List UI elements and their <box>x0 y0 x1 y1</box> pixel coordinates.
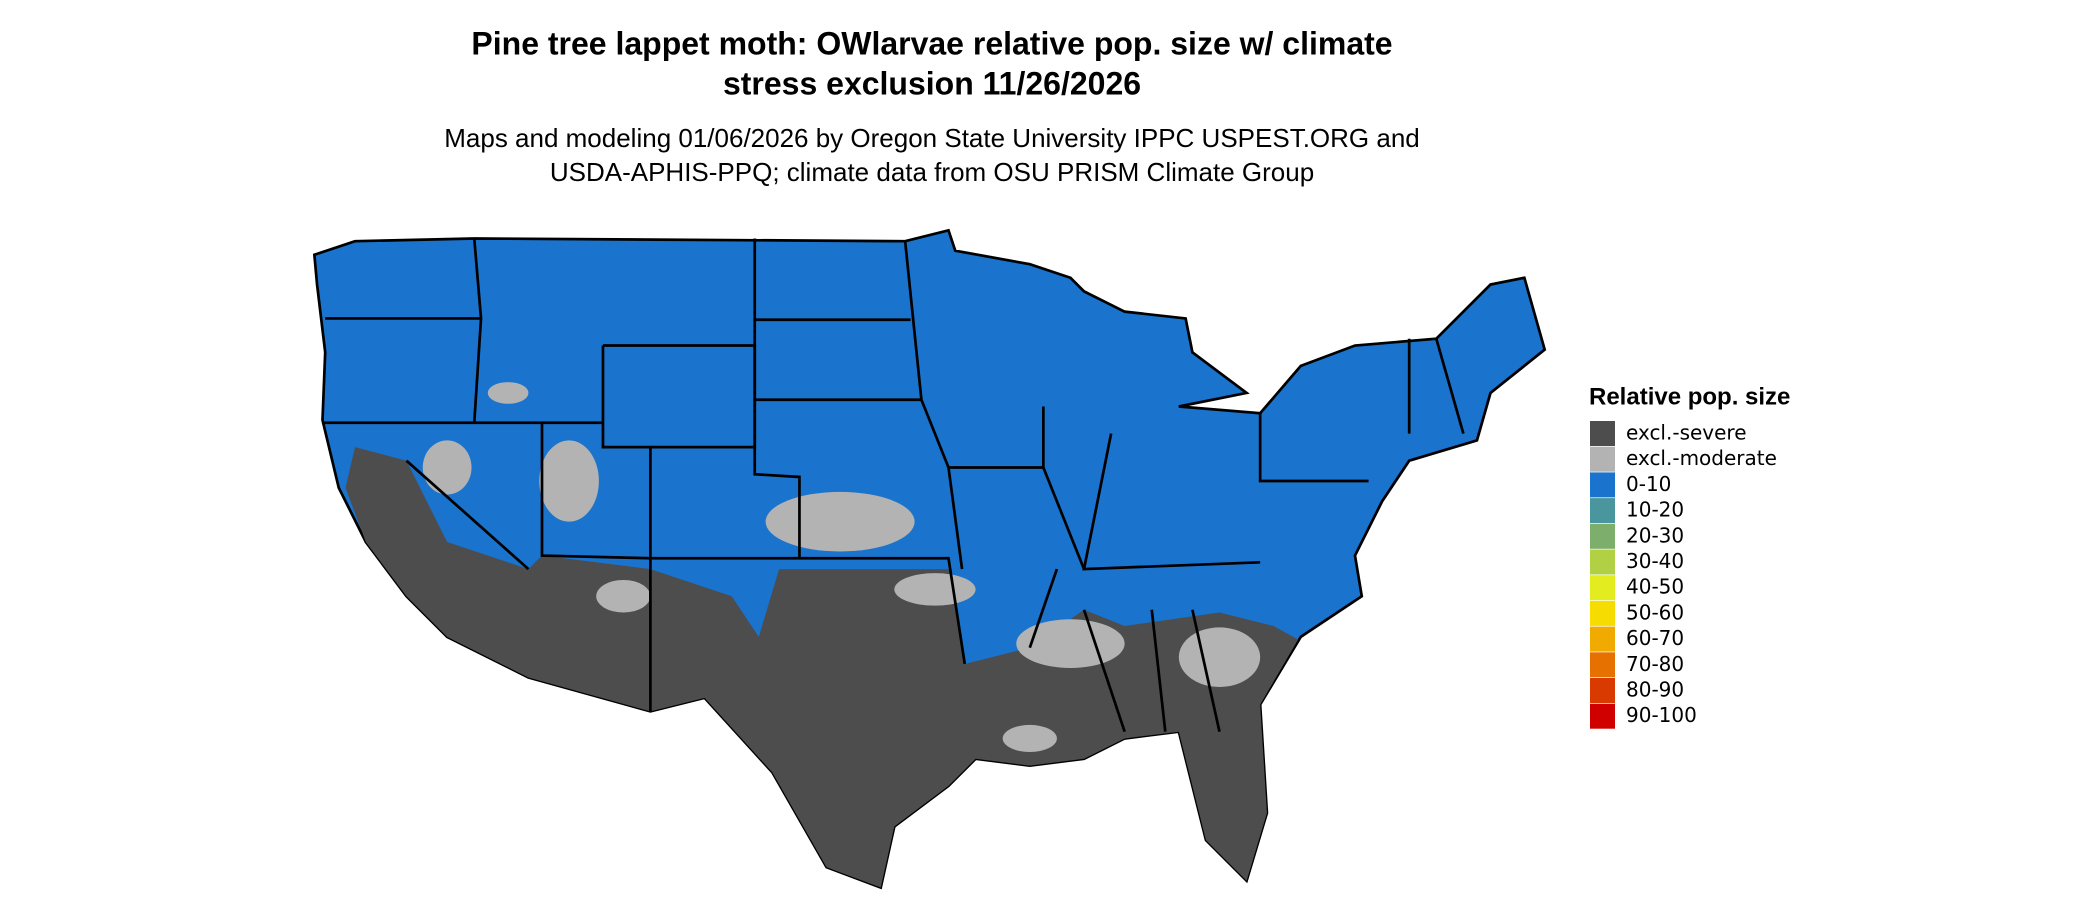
legend-label: 0-10 <box>1626 472 1671 496</box>
map-region-severe <box>345 447 1299 888</box>
legend-label: 90-100 <box>1626 703 1697 727</box>
legend-swatch <box>1590 472 1615 498</box>
legend-swatch <box>1590 626 1615 652</box>
legend-swatch <box>1590 523 1615 549</box>
legend-label: 60-70 <box>1626 626 1684 650</box>
legend-label: 10-20 <box>1626 498 1684 522</box>
legend-title: Relative pop. size <box>1589 383 1790 410</box>
legend-swatch <box>1590 703 1615 729</box>
legend-label: 80-90 <box>1626 678 1684 702</box>
legend-label: excl.-moderate <box>1626 446 1777 470</box>
legend-swatch <box>1590 600 1615 626</box>
legend-label: 40-50 <box>1626 575 1684 599</box>
map-region-moderate <box>422 382 1261 753</box>
state-borders <box>322 238 1465 733</box>
legend-swatch <box>1590 421 1615 446</box>
legend-swatch <box>1590 498 1615 524</box>
legend-label: 50-60 <box>1626 600 1684 624</box>
title: Pine tree lappet moth: OWlarvae relative… <box>471 25 1392 61</box>
legend-swatch <box>1590 652 1615 678</box>
title: stress exclusion 11/26/2026 <box>723 65 1141 101</box>
legend-label: 70-80 <box>1626 652 1684 676</box>
legend: excl.-severeexcl.-moderate0-1010-2020-30… <box>1590 421 1777 729</box>
subtitle: Maps and modeling 01/06/2026 by Oregon S… <box>444 123 1420 153</box>
subtitle: USDA-APHIS-PPQ; climate data from OSU PR… <box>550 157 1314 187</box>
legend-swatch <box>1590 678 1615 703</box>
legend-label: 30-40 <box>1626 549 1684 573</box>
legend-label: excl.-severe <box>1626 421 1747 445</box>
legend-swatch <box>1590 446 1615 472</box>
legend-swatch <box>1590 575 1615 601</box>
legend-label: 20-30 <box>1626 523 1684 547</box>
us-map <box>312 228 1547 890</box>
legend-swatch <box>1590 549 1615 575</box>
